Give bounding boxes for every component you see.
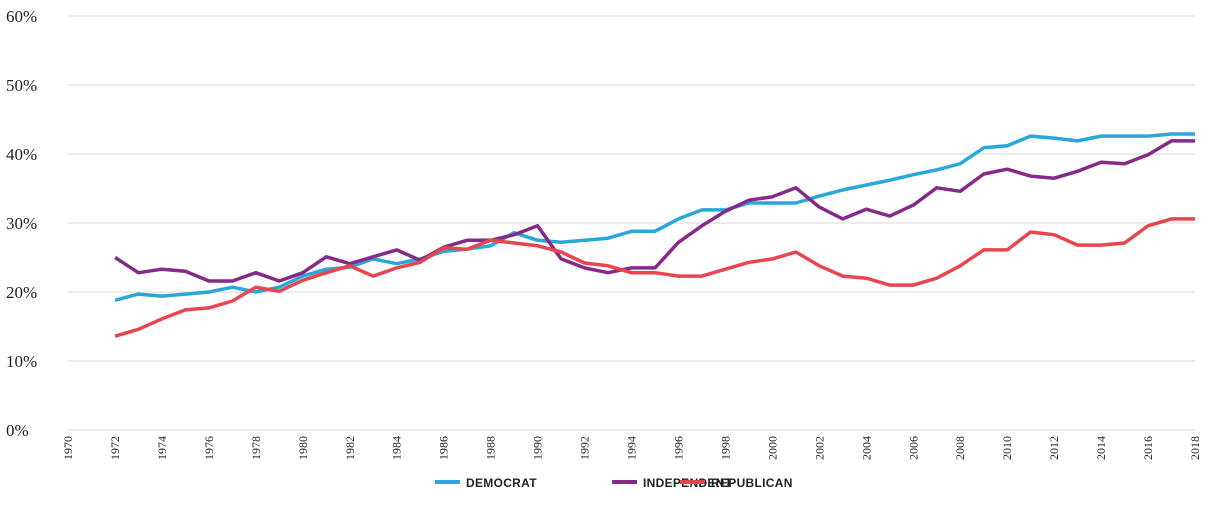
x-tick-label: 1972 — [108, 436, 122, 460]
x-tick-label: 2004 — [859, 436, 873, 460]
y-tick-label: 60% — [6, 7, 37, 26]
x-tick-label: 1982 — [343, 436, 357, 460]
series-line — [114, 139, 1195, 283]
x-tick-label: 1986 — [437, 436, 451, 460]
x-tick-label: 1970 — [61, 436, 75, 460]
x-tick-label: 1990 — [531, 436, 545, 460]
x-tick-label: 2000 — [765, 436, 779, 460]
x-tick-label: 2002 — [812, 436, 826, 460]
x-tick-label: 1994 — [625, 436, 639, 460]
x-tick-label: 1978 — [249, 436, 263, 460]
y-tick-label: 10% — [6, 352, 37, 371]
legend-label: REPUBLICAN — [711, 476, 793, 490]
x-tick-label: 1974 — [155, 436, 169, 460]
x-tick-label: 2014 — [1094, 436, 1108, 460]
series-line — [114, 132, 1195, 302]
x-tick-label: 2010 — [1000, 436, 1014, 460]
y-tick-label: 40% — [6, 145, 37, 164]
y-tick-label: 30% — [6, 214, 37, 233]
x-tick-label: 1988 — [484, 436, 498, 460]
legend-label: DEMOCRAT — [466, 476, 537, 490]
x-tick-label: 1980 — [296, 436, 310, 460]
x-tick-label: 2018 — [1188, 436, 1202, 460]
y-tick-label: 20% — [6, 283, 37, 302]
x-tick-label: 1976 — [202, 436, 216, 460]
y-tick-label: 50% — [6, 76, 37, 95]
x-tick-label: 2012 — [1047, 436, 1061, 460]
x-tick-label: 1996 — [671, 436, 685, 460]
x-tick-label: 2016 — [1141, 436, 1155, 460]
x-tick-label: 2006 — [906, 436, 920, 460]
x-tick-label: 2008 — [953, 436, 967, 460]
x-tick-label: 1984 — [390, 436, 404, 460]
series-line — [114, 217, 1195, 338]
x-tick-label: 1992 — [578, 436, 592, 460]
y-tick-label: 0% — [6, 421, 29, 440]
x-tick-label: 1998 — [718, 436, 732, 460]
